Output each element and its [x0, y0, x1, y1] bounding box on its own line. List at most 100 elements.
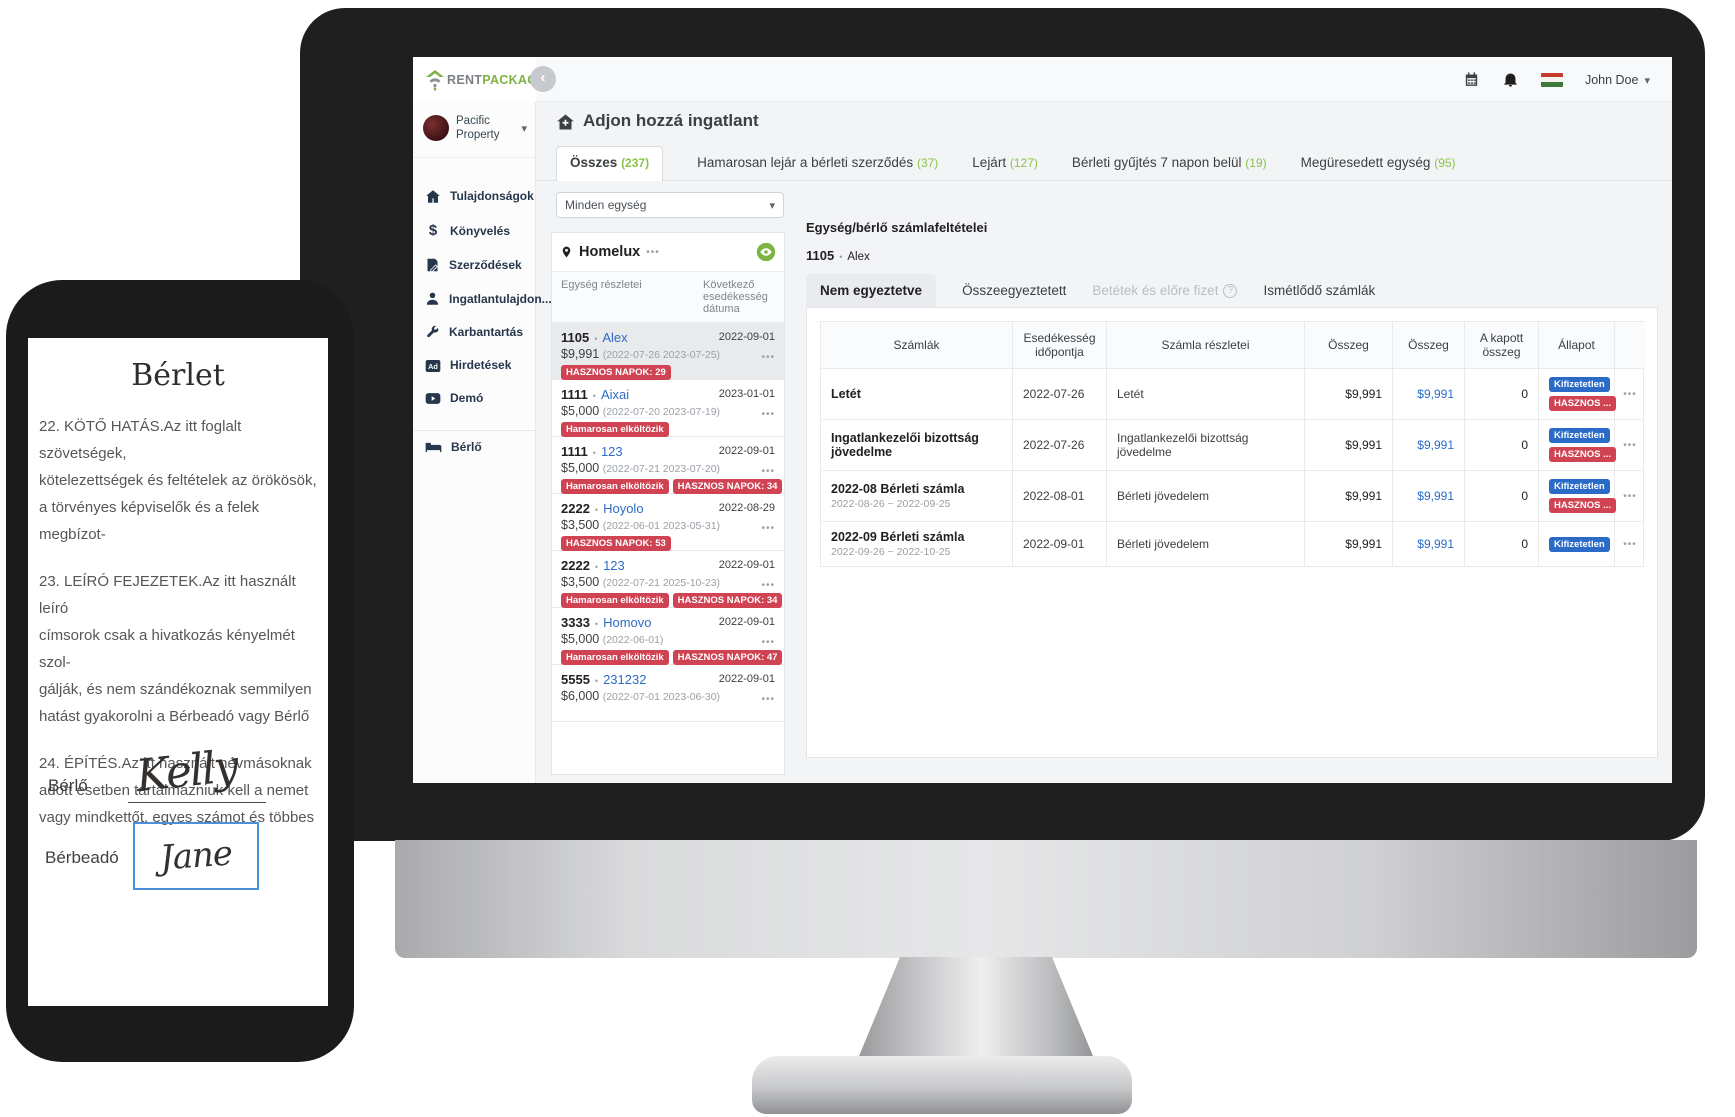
- signature-line: [128, 802, 266, 803]
- sidebar-item-label: Demó: [450, 390, 484, 405]
- table-row[interactable]: 2022-09 Bérleti számla 2022-09-26 ~ 2022-…: [821, 522, 1643, 566]
- status-badge: HASZNOS NAPOK: 34: [672, 479, 783, 494]
- row-more-icon[interactable]: [761, 580, 775, 591]
- tenant-link[interactable]: Hoyolo: [603, 501, 644, 516]
- unit-filter-select[interactable]: Minden egység: [556, 192, 784, 218]
- tab-hamarosan-lejar[interactable]: Hamarosan lejár a bérleti szerződés (37): [697, 155, 939, 170]
- row-more-icon[interactable]: [1623, 440, 1637, 451]
- status-badge: HASZNOS ...: [1549, 498, 1617, 513]
- status-badge: HASZNOS ...: [1549, 447, 1617, 462]
- org-switcher[interactable]: Pacific Property: [413, 102, 535, 158]
- eye-icon[interactable]: [756, 242, 776, 262]
- invoice-table: Számlák Esedékesség időpontja Számla rés…: [820, 321, 1645, 567]
- lease-paragraph-23: 23. LEÍRÓ FEJEZETEK.Az itt használt leír…: [39, 573, 312, 725]
- unit-filter-value: Minden egység: [565, 198, 647, 212]
- tab-betetek[interactable]: Betétek és előre fizet ?: [1092, 283, 1238, 307]
- status-badge: Kifizetetlen: [1549, 536, 1610, 552]
- row-more-icon[interactable]: [761, 352, 775, 363]
- row-more-icon[interactable]: [761, 637, 775, 648]
- lease-paragraph-22: 22. KÖTŐ HATÁS.Az itt foglalt szövetsége…: [39, 418, 317, 543]
- sidebar-item-label: Tulajdonságok: [450, 189, 534, 204]
- unit-row[interactable]: 1111123 2022-09-01 $5,000 (2022-07-21 20…: [552, 437, 784, 494]
- lease-paragraph-24: 24. ÉPÍTÉS.Az itt használt névmásoknak a…: [39, 755, 315, 826]
- landlord-signature-box[interactable]: Jane: [133, 822, 259, 890]
- dollar-icon: $: [428, 222, 438, 240]
- phone-screen: Bérlet 22. KÖTŐ HATÁS.Az itt foglalt szö…: [28, 338, 328, 1006]
- amount-link[interactable]: $9,991: [1393, 369, 1465, 419]
- org-avatar: [423, 115, 449, 142]
- row-more-icon[interactable]: [761, 523, 775, 534]
- bell-icon[interactable]: [1502, 71, 1519, 88]
- tab-nem-egyeztetve[interactable]: Nem egyeztetve: [806, 274, 937, 307]
- row-more-icon[interactable]: [1623, 539, 1637, 550]
- person-icon: [425, 291, 440, 306]
- unit-row[interactable]: 1105Alex 2022-09-01 $9,991 (2022-07-26 2…: [552, 323, 784, 380]
- tenant-link[interactable]: 123: [600, 444, 623, 459]
- topbar: RENTPACKAGE: [413, 57, 1672, 102]
- amount-link[interactable]: $9,991: [1393, 420, 1465, 470]
- sidebar-collapse-button[interactable]: [530, 66, 556, 92]
- row-more-icon[interactable]: [1623, 491, 1637, 502]
- tenant-link[interactable]: Alex: [602, 330, 628, 345]
- table-row[interactable]: Letét 2022-07-26 Letét $9,991 $9,991 0 K…: [821, 369, 1643, 420]
- tab-ismetlodo[interactable]: Ismétlődő számlák: [1263, 283, 1376, 298]
- tab-lejart[interactable]: Lejárt (127): [972, 155, 1038, 170]
- chevron-down-icon: [1644, 73, 1650, 87]
- tenant-link[interactable]: Homovo: [603, 615, 652, 630]
- building-name: Homelux: [579, 244, 641, 260]
- tenant-link[interactable]: 231232: [603, 672, 647, 687]
- tenant-link[interactable]: 123: [603, 558, 625, 573]
- unit-row[interactable]: 5555231232 2022-09-01 $6,000 (2022-07-01…: [552, 665, 784, 722]
- table-row[interactable]: Ingatlankezelői bizottság jövedelme 2022…: [821, 420, 1643, 471]
- selected-unit: 1105Alex: [806, 248, 870, 263]
- tab-megureseedett[interactable]: Megüresedett egység (95): [1300, 155, 1456, 170]
- row-more-icon[interactable]: [761, 694, 775, 705]
- hungary-flag-icon[interactable]: [1540, 72, 1563, 87]
- sidebar-item-label: Karbantartás: [449, 325, 524, 340]
- sidebar: Pacific Property Tulajdonságok $ Könyvel…: [413, 102, 552, 783]
- unit-row[interactable]: 1111Aixai 2023-01-01 $5,000 (2022-07-20 …: [552, 380, 784, 437]
- monitor-stand-base: [752, 1056, 1132, 1114]
- sidebar-item-ads[interactable]: Ad Hirdetések: [413, 349, 535, 382]
- tab-osszeegyeztetett[interactable]: Összeegyeztetett: [962, 283, 1067, 298]
- sidebar-item-properties[interactable]: Tulajdonságok: [413, 180, 535, 213]
- sidebar-item-maintenance[interactable]: Karbantartás: [413, 315, 535, 348]
- sidebar-item-accounting[interactable]: $ Könyvelés: [413, 213, 535, 248]
- dashboard-screen: RENTPACKAGE: [413, 57, 1672, 783]
- sidebar-item-demo[interactable]: Demó: [413, 382, 535, 414]
- amount-link[interactable]: $9,991: [1393, 471, 1465, 521]
- row-more-icon[interactable]: [1623, 389, 1637, 400]
- status-badge: HASZNOS NAPOK: 47: [672, 650, 783, 665]
- table-row[interactable]: 2022-08 Bérleti számla 2022-08-26 ~ 2022-…: [821, 471, 1643, 522]
- tab-berleti-gyujtes[interactable]: Bérleti gyűjtés 7 napon belül (19): [1071, 155, 1267, 170]
- row-more-icon[interactable]: [761, 466, 775, 477]
- user-menu[interactable]: John Doe: [1585, 73, 1650, 87]
- app-logo[interactable]: RENTPACKAGE: [413, 57, 546, 102]
- landlord-signature: Jane: [158, 833, 234, 879]
- add-property-title[interactable]: Adjon hozzá ingatlant: [556, 111, 759, 131]
- unit-row[interactable]: 3333Homovo 2022-09-01 $5,000 (2022-06-01…: [552, 608, 784, 665]
- help-circle-icon: ?: [1223, 283, 1238, 298]
- unit-list-panel: Homelux Egység részletei Következő esedé…: [551, 232, 785, 775]
- location-pin-icon: [560, 244, 573, 260]
- building-more-icon[interactable]: [646, 247, 660, 258]
- sidebar-item-tenant[interactable]: Bérlő: [413, 431, 535, 463]
- unit-row[interactable]: 2222123 2022-09-01 $3,500 (2022-07-21 20…: [552, 551, 784, 608]
- amount-link[interactable]: $9,991: [1393, 522, 1465, 566]
- sidebar-item-label: Szerződések: [449, 258, 522, 273]
- row-more-icon[interactable]: [761, 409, 775, 420]
- tab-osszes[interactable]: Összes (237): [556, 146, 664, 181]
- sidebar-item-label: Bérlő: [451, 440, 482, 455]
- status-badge: HASZNOS NAPOK: 34: [672, 593, 783, 608]
- sidebar-item-contracts[interactable]: Szerződések: [413, 248, 535, 282]
- status-badge: Kifizetetlen: [1549, 428, 1610, 443]
- status-badge: Hamarosan elköltözik: [561, 593, 669, 608]
- chevron-down-icon: [521, 121, 527, 135]
- unit-row[interactable]: 2222Hoyolo 2022-08-29 $3,500 (2022-06-01…: [552, 494, 784, 551]
- status-badge: HASZNOS NAPOK: 53: [561, 536, 671, 551]
- sidebar-item-owners[interactable]: Ingatlantulajdon...: [413, 282, 552, 315]
- invoice-table-card: Számlák Esedékesség időpontja Számla rés…: [806, 307, 1658, 758]
- tenant-signature: Kelly: [133, 740, 240, 803]
- calendar-icon[interactable]: [1463, 71, 1480, 88]
- tenant-link[interactable]: Aixai: [600, 387, 630, 402]
